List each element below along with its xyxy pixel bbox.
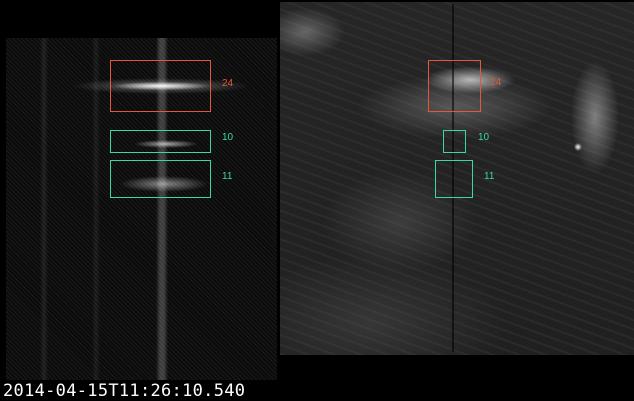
roi-box-24-image: [428, 60, 481, 112]
roi-label-11-spectrum: 11: [222, 171, 233, 182]
roi-label-11-image: 11: [484, 171, 495, 182]
roi-box-24-spectrum: [110, 60, 211, 112]
spectrum-panel: [6, 38, 277, 380]
roi-label-10-image: 10: [478, 132, 490, 143]
roi-label-24-spectrum: 24: [222, 78, 234, 89]
roi-box-10-spectrum: [110, 130, 211, 153]
roi-box-11-spectrum: [110, 160, 211, 198]
slit-line: [452, 4, 454, 352]
roi-label-10-spectrum: 10: [222, 132, 234, 143]
roi-box-11-image: [435, 160, 473, 198]
roi-label-24-image: 24: [490, 77, 502, 88]
timestamp-label: 2014-04-15T11:26:10.540: [3, 381, 246, 401]
roi-box-10-image: [443, 130, 466, 153]
